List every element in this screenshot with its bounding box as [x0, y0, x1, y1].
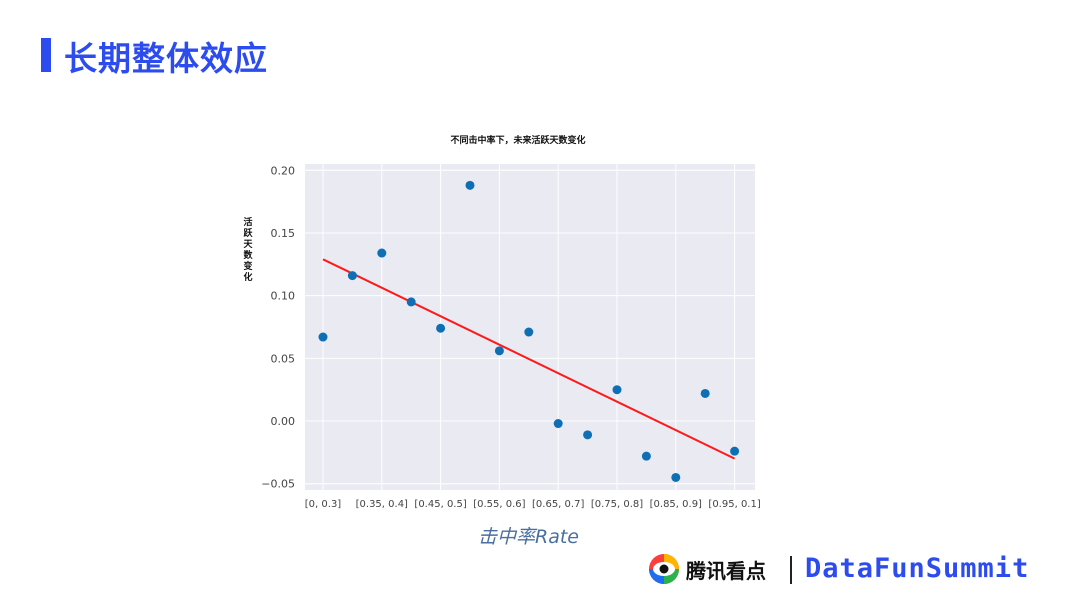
data-point [377, 248, 387, 258]
x-tick-label: [0.65, 0.7] [532, 499, 584, 510]
x-tick-label: [0.85, 0.9] [650, 499, 702, 510]
chart-title: 不同击中率下，未来活跃天数变化 [450, 136, 586, 146]
data-point [700, 388, 710, 398]
tencent-kandian-logo: 腾讯看点 [648, 553, 766, 585]
data-point [318, 332, 328, 342]
x-tick-label: [0.75, 0.8] [591, 499, 643, 510]
title-accent-bar [41, 38, 51, 72]
data-point [465, 180, 475, 190]
eye-logo-icon [649, 554, 679, 584]
y-axis-label: 活跃天数变化 [243, 218, 253, 283]
data-point [494, 346, 504, 356]
y-tick-labels: 0.20 0.15 0.10 0.05 0.00 −0.05 [261, 164, 295, 490]
y-tick-label: 0.05 [271, 352, 296, 365]
data-point [641, 451, 651, 461]
y-tick-label: 0.20 [271, 164, 296, 177]
data-point [406, 297, 416, 307]
y-tick-label: 0.10 [271, 290, 296, 303]
x-tick-label: [0.45, 0.5] [414, 499, 466, 510]
x-tick-labels: [0, 0.3] [0.35, 0.4] [0.45, 0.5] [0.55, 0.6… [305, 499, 761, 510]
x-axis-label: 击中率Rate [478, 526, 579, 548]
x-tick-label: [0, 0.3] [305, 499, 342, 510]
y-tick-label: −0.05 [261, 478, 295, 491]
plot-background [305, 164, 755, 490]
data-point [524, 327, 534, 337]
y-tick-label: 0.15 [271, 227, 296, 240]
logo-text: 腾讯看点 [686, 558, 766, 583]
data-point [730, 446, 740, 456]
slide-title: 长期整体效应 [64, 39, 268, 78]
data-point [583, 430, 593, 440]
brand-name: DataFunSummit [805, 553, 1030, 584]
footer-divider [790, 556, 792, 584]
data-point [553, 419, 563, 429]
y-tick-label: 0.00 [271, 415, 296, 428]
data-point [436, 323, 446, 333]
x-tick-label: [0.35, 0.4] [356, 499, 408, 510]
data-point [671, 472, 681, 482]
data-point [612, 385, 622, 395]
data-point [347, 271, 357, 281]
x-tick-label: [0.95, 0.1] [708, 499, 760, 510]
grid-lines [305, 164, 755, 490]
x-tick-label: [0.55, 0.6] [473, 499, 525, 510]
data-points [318, 180, 740, 482]
trend-line [322, 258, 736, 460]
